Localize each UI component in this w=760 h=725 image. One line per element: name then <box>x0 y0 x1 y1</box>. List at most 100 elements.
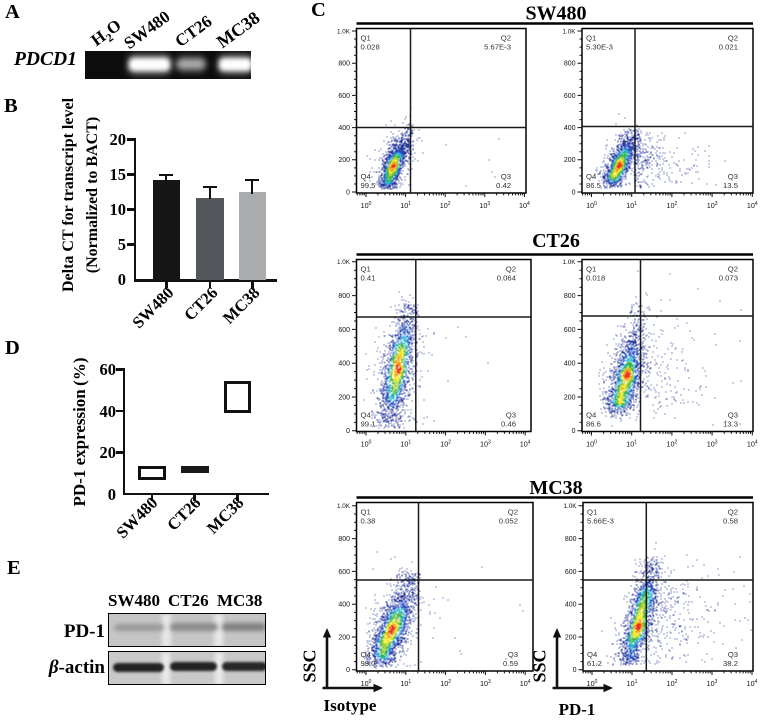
svg-text:104: 104 <box>520 440 531 449</box>
svg-text:100: 100 <box>586 201 597 210</box>
svg-text:200: 200 <box>565 634 577 641</box>
svg-text:600: 600 <box>338 93 350 100</box>
svg-text:400: 400 <box>564 125 576 132</box>
svg-text:1.0K: 1.0K <box>337 503 351 510</box>
svg-text:99.5: 99.5 <box>361 181 376 190</box>
svg-text:Q4: Q4 <box>586 172 597 181</box>
svg-text:PD-1: PD-1 <box>559 700 596 719</box>
svg-text:0.38: 0.38 <box>361 517 376 526</box>
svg-text:Q2: Q2 <box>501 34 511 43</box>
svg-text:600: 600 <box>564 327 576 334</box>
svg-text:101: 101 <box>400 201 411 210</box>
svg-text:86.5: 86.5 <box>586 181 601 190</box>
svg-text:104: 104 <box>520 679 531 688</box>
svg-text:Q1: Q1 <box>586 265 596 274</box>
svg-text:5.67E-3: 5.67E-3 <box>484 43 511 52</box>
svg-text:200: 200 <box>338 157 350 164</box>
svg-text:104: 104 <box>519 201 530 210</box>
svg-text:0: 0 <box>572 189 576 196</box>
svg-text:103: 103 <box>479 201 490 210</box>
svg-text:800: 800 <box>564 293 576 300</box>
svg-text:0.052: 0.052 <box>499 517 518 526</box>
svg-text:38.2: 38.2 <box>723 659 738 668</box>
svg-text:100: 100 <box>361 679 372 688</box>
svg-text:101: 101 <box>626 440 637 449</box>
svg-text:Q3: Q3 <box>728 172 738 181</box>
svg-text:Q1: Q1 <box>586 34 596 43</box>
svg-text:Q3: Q3 <box>501 172 511 181</box>
svg-text:102: 102 <box>667 679 678 688</box>
svg-text:13.3: 13.3 <box>723 420 738 429</box>
svg-text:1.0K: 1.0K <box>563 259 577 266</box>
svg-text:1.0K: 1.0K <box>337 28 351 35</box>
svg-text:400: 400 <box>338 361 350 368</box>
svg-text:0.59: 0.59 <box>503 659 518 668</box>
svg-text:Q1: Q1 <box>361 265 371 274</box>
svg-text:CT26: CT26 <box>532 230 580 252</box>
svg-text:800: 800 <box>338 293 350 300</box>
svg-text:0.073: 0.073 <box>719 274 738 283</box>
svg-text:400: 400 <box>564 361 576 368</box>
svg-text:61.2: 61.2 <box>587 659 602 668</box>
svg-text:101: 101 <box>400 679 411 688</box>
svg-text:600: 600 <box>338 569 350 576</box>
svg-text:0: 0 <box>573 667 577 674</box>
svg-text:0.018: 0.018 <box>586 274 605 283</box>
svg-text:Q1: Q1 <box>361 508 371 517</box>
svg-text:103: 103 <box>707 440 718 449</box>
svg-text:101: 101 <box>626 201 637 210</box>
svg-text:SSC: SSC <box>530 649 550 682</box>
svg-text:SSC: SSC <box>300 649 320 682</box>
svg-text:800: 800 <box>338 61 350 68</box>
svg-text:400: 400 <box>338 125 350 132</box>
svg-text:800: 800 <box>338 536 350 543</box>
svg-text:0.42: 0.42 <box>496 181 511 190</box>
svg-text:0: 0 <box>346 428 350 435</box>
svg-text:Q4: Q4 <box>361 172 372 181</box>
svg-text:0.028: 0.028 <box>361 43 380 52</box>
svg-text:0.58: 0.58 <box>723 517 738 526</box>
svg-text:102: 102 <box>667 201 678 210</box>
svg-text:0: 0 <box>346 189 350 196</box>
svg-text:Q2: Q2 <box>728 265 738 274</box>
svg-text:MC38: MC38 <box>529 477 582 499</box>
svg-text:Q2: Q2 <box>506 265 516 274</box>
svg-text:800: 800 <box>564 61 576 68</box>
svg-text:400: 400 <box>565 602 577 609</box>
svg-text:100: 100 <box>361 201 372 210</box>
svg-text:Q2: Q2 <box>728 34 738 43</box>
svg-text:100: 100 <box>361 440 372 449</box>
svg-text:Q1: Q1 <box>361 34 371 43</box>
svg-text:0.46: 0.46 <box>501 420 516 429</box>
svg-text:1.0K: 1.0K <box>564 503 578 510</box>
svg-text:100: 100 <box>587 679 598 688</box>
svg-text:103: 103 <box>707 679 718 688</box>
svg-text:5.30E-3: 5.30E-3 <box>586 43 613 52</box>
svg-text:103: 103 <box>480 440 491 449</box>
svg-text:600: 600 <box>338 327 350 334</box>
svg-text:Isotype: Isotype <box>324 696 377 715</box>
svg-text:102: 102 <box>440 440 451 449</box>
svg-text:86.6: 86.6 <box>586 420 601 429</box>
svg-text:104: 104 <box>747 440 758 449</box>
svg-text:Q2: Q2 <box>508 508 518 517</box>
svg-text:200: 200 <box>338 634 350 641</box>
svg-text:102: 102 <box>440 201 451 210</box>
svg-text:200: 200 <box>564 394 576 401</box>
svg-text:Q4: Q4 <box>361 411 372 420</box>
svg-text:200: 200 <box>564 157 576 164</box>
svg-text:101: 101 <box>400 440 411 449</box>
svg-text:Q1: Q1 <box>587 508 597 517</box>
svg-text:5.66E-3: 5.66E-3 <box>587 517 614 526</box>
svg-text:0.021: 0.021 <box>719 43 738 52</box>
svg-text:100: 100 <box>586 440 597 449</box>
svg-text:102: 102 <box>440 679 451 688</box>
svg-text:103: 103 <box>707 201 718 210</box>
svg-text:Q2: Q2 <box>728 508 738 517</box>
svg-text:1.0K: 1.0K <box>337 259 351 266</box>
svg-text:101: 101 <box>627 679 638 688</box>
svg-text:104: 104 <box>747 679 758 688</box>
svg-text:99.0: 99.0 <box>361 659 376 668</box>
svg-text:0.064: 0.064 <box>497 274 517 283</box>
svg-text:0.41: 0.41 <box>361 274 376 283</box>
